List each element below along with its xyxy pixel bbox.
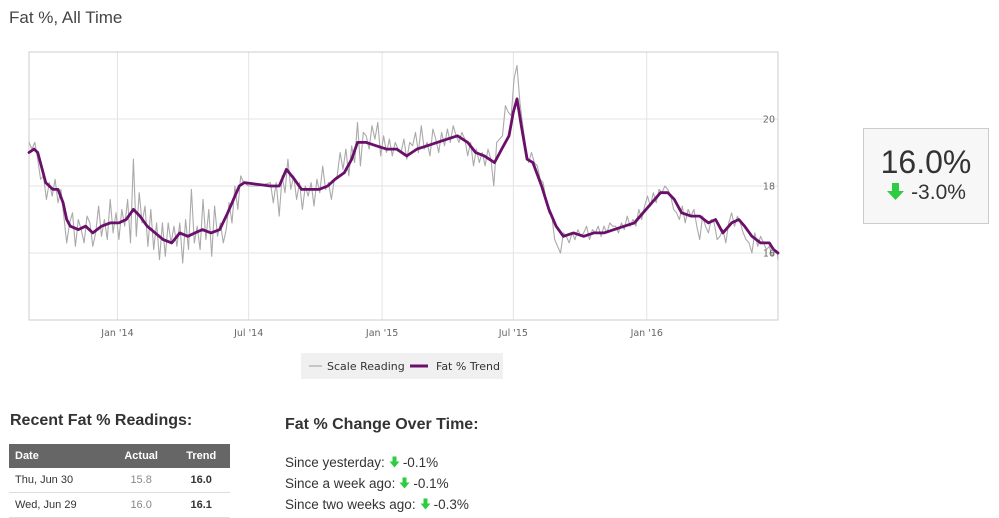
row-date: Thu, Jun 30: [9, 468, 110, 493]
page-title: Fat %, All Time: [9, 8, 123, 27]
change-value: -0.1%: [413, 476, 449, 491]
down-arrow-icon: [420, 495, 431, 516]
row-actual: 15.8: [109, 468, 173, 493]
change-item-yesterday: Since yesterday: -0.1%: [285, 452, 469, 473]
plot-area-border: [28, 51, 779, 321]
table-row: Thu, Jun 30 15.8 16.0: [9, 468, 230, 493]
change-item-week: Since a week ago: -0.1%: [285, 473, 469, 494]
down-arrow-icon: [389, 453, 400, 474]
column-header-trend: Trend: [172, 444, 230, 468]
row-date: Wed, Jun 29: [9, 492, 110, 518]
current-value-summary: 16.0% -3.0%: [863, 128, 989, 224]
x-tick-label: Jan '14: [100, 328, 133, 339]
change-label: Since a week ago:: [285, 476, 396, 491]
down-arrow-icon: [886, 182, 905, 207]
change-label: Since yesterday:: [285, 455, 385, 470]
table-header-row: Date Actual Trend: [9, 444, 230, 468]
legend-label-fat-trend: Fat % Trend: [436, 360, 500, 373]
row-trend: 16.0: [172, 468, 230, 493]
current-fat-value: 16.0%: [880, 144, 972, 180]
y-tick-label: 20: [763, 115, 775, 126]
y-tick-label: 18: [763, 182, 775, 193]
x-tick-label: Jan '16: [630, 328, 663, 339]
series-layer: [27, 64, 780, 264]
recent-readings-table: Date Actual Trend Thu, Jun 30 15.8 16.0 …: [9, 444, 230, 518]
legend-label-scale-reading: Scale Reading: [327, 360, 405, 373]
row-trend: 16.1: [172, 492, 230, 518]
recent-readings-title: Recent Fat % Readings:: [10, 412, 193, 429]
change-over-time-title: Fat % Change Over Time:: [285, 416, 479, 433]
x-tick-label: Jan '15: [365, 328, 398, 339]
fat-percentage-chart: 16 18 20 Jan '14 Jul '14 Jan '15 Jul '15 Jan '1…: [27, 51, 780, 379]
fat-trend-line: [27, 97, 780, 255]
legend-item-scale-reading[interactable]: Scale Reading: [309, 360, 405, 373]
change-value: -0.3%: [433, 497, 469, 512]
total-change: -3.0%: [864, 181, 988, 207]
total-change-value: -3.0%: [911, 181, 966, 204]
y-tick-label: 16: [763, 249, 775, 260]
scale-reading-line: [28, 64, 779, 264]
x-tick-label: Jul '14: [233, 328, 263, 339]
change-label: Since two weeks ago:: [285, 497, 416, 512]
y-gridlines: [29, 118, 778, 254]
x-tick-label: Jul '15: [498, 328, 528, 339]
legend-item-fat-trend[interactable]: Fat % Trend: [410, 360, 500, 373]
tick-layer: 16 18 20 Jan '14 Jul '14 Jan '15 Jul '15 Jan '1…: [100, 115, 775, 340]
change-item-two-weeks: Since two weeks ago: -0.3%: [285, 494, 469, 515]
down-arrow-icon: [399, 474, 410, 495]
table-row: Wed, Jun 29 16.0 16.1: [9, 492, 230, 518]
change-value: -0.1%: [402, 455, 439, 470]
row-actual: 16.0: [109, 492, 173, 518]
legend-box: [301, 353, 503, 379]
column-header-actual: Actual: [109, 444, 173, 468]
legend: Scale Reading Fat % Trend: [301, 353, 503, 379]
change-over-time-list: Since yesterday: -0.1% Since a week ago: -…: [285, 452, 469, 515]
column-header-date: Date: [9, 444, 110, 468]
